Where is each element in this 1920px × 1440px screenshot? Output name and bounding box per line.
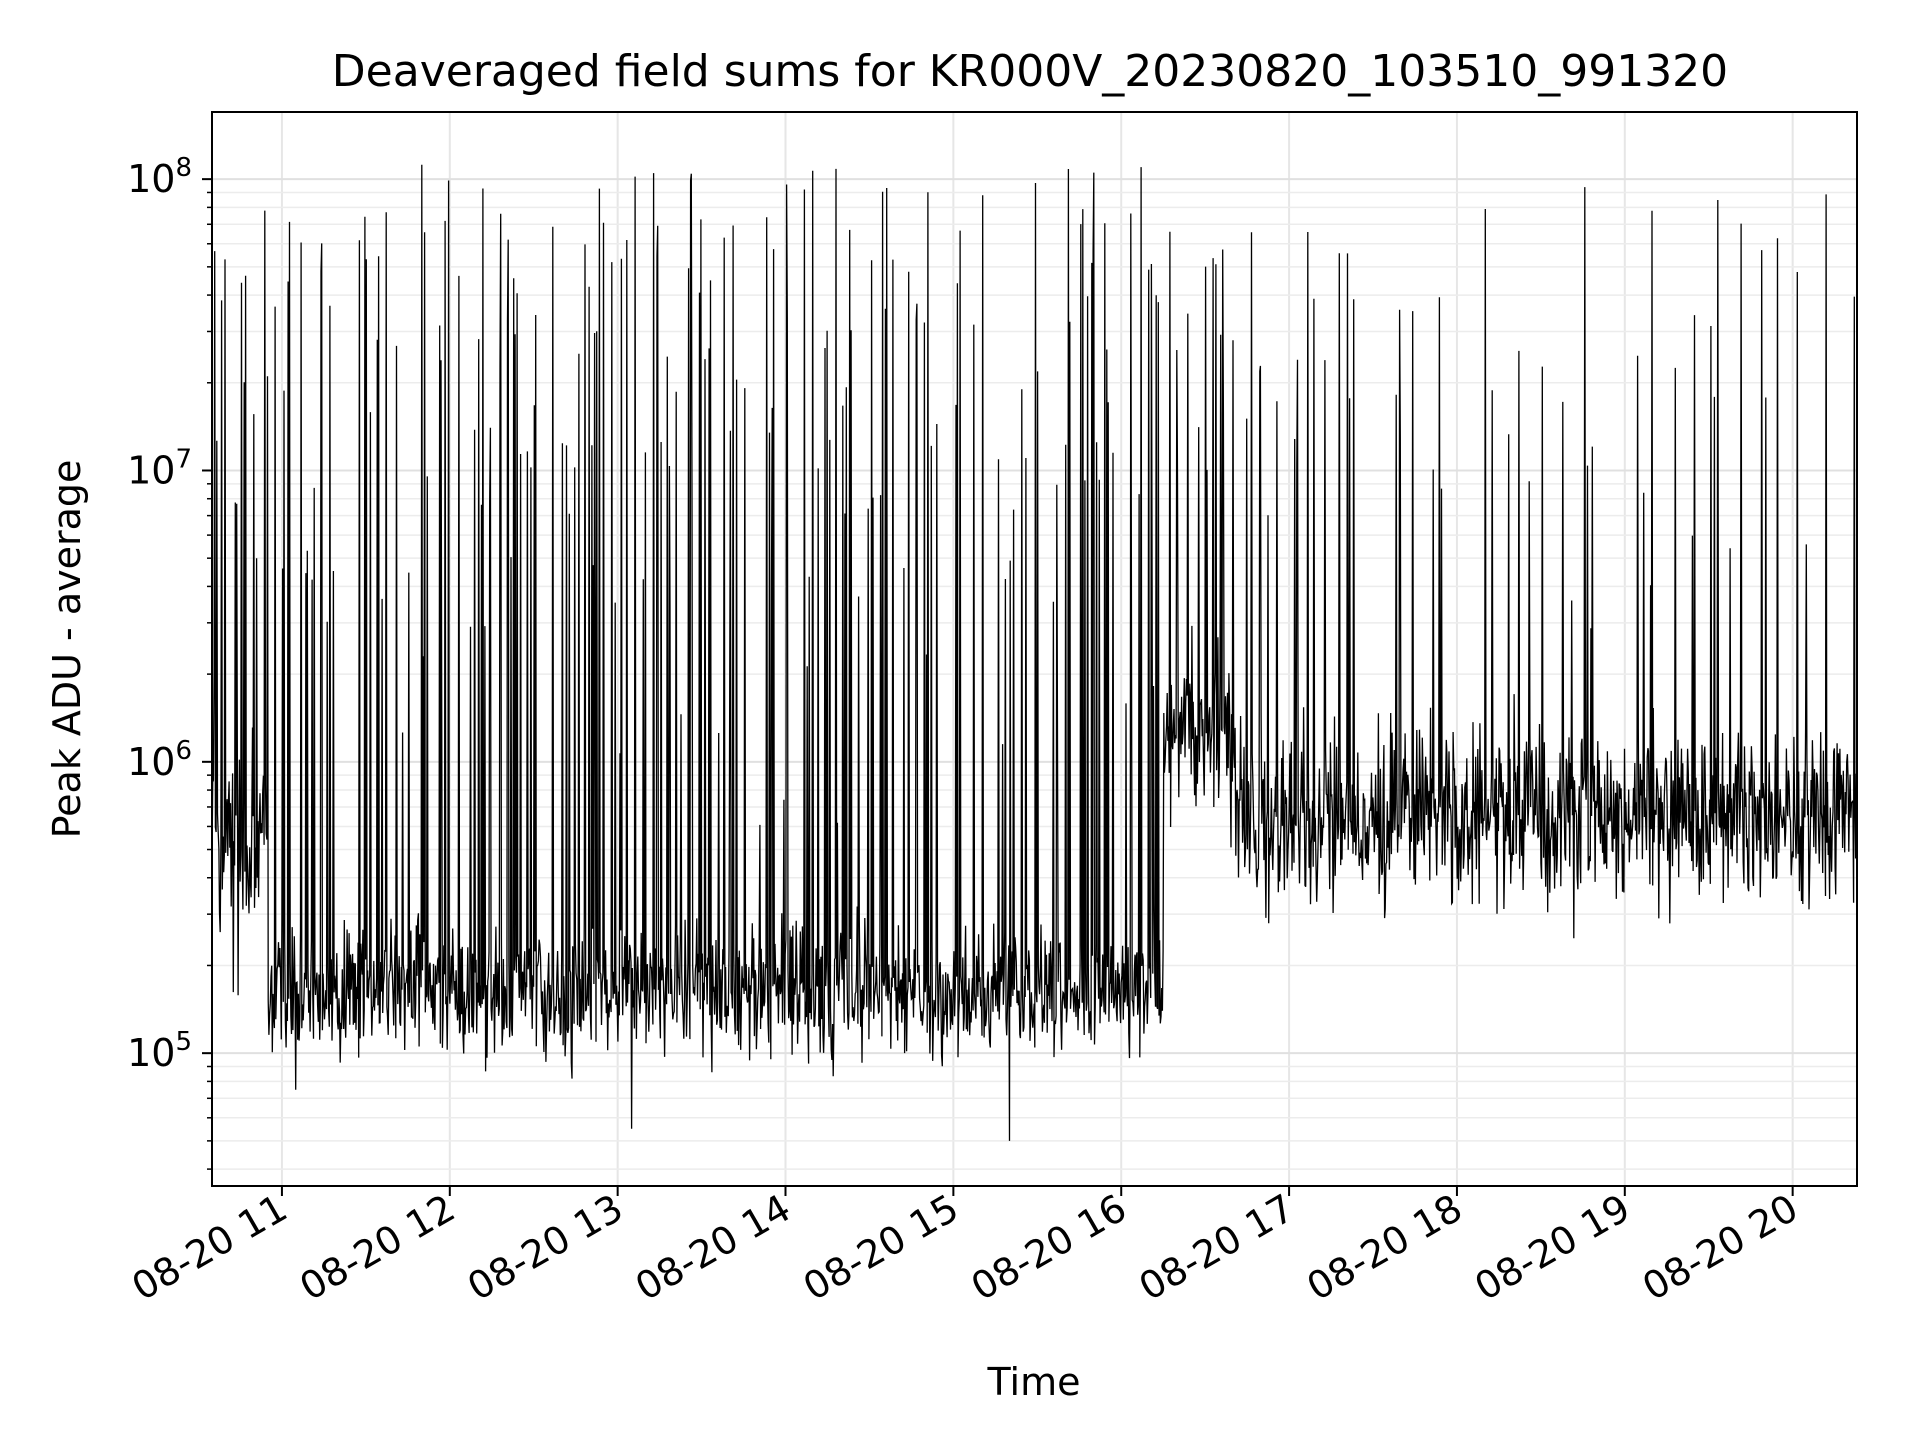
y-tick-label-3: 108 xyxy=(127,153,192,201)
x-tick-label-9: 08-20 20 xyxy=(1635,1186,1805,1310)
x-tick-label-3: 08-20 14 xyxy=(628,1186,798,1310)
plot-area-frame xyxy=(211,111,1858,1187)
x-axis-label: Time xyxy=(987,1360,1081,1404)
x-tick-label-0: 08-20 11 xyxy=(124,1186,294,1310)
x-tick-label-2: 08-20 13 xyxy=(460,1186,630,1310)
data-series-line xyxy=(211,164,1858,1141)
y-tick-label-1: 106 xyxy=(127,736,192,784)
x-tick-label-8: 08-20 19 xyxy=(1467,1186,1637,1310)
x-tick-label-4: 08-20 15 xyxy=(796,1186,966,1310)
y-tick-label-0: 105 xyxy=(127,1027,192,1075)
x-tick-label-6: 08-20 17 xyxy=(1132,1186,1302,1310)
chart-title: Deaveraged field sums for KR000V_2023082… xyxy=(332,46,1728,97)
x-tick-label-5: 08-20 16 xyxy=(964,1186,1134,1310)
y-axis: 105 106 107 108 xyxy=(127,153,212,1170)
x-tick-label-7: 08-20 18 xyxy=(1299,1186,1469,1310)
y-axis-label: Peak ADU - average xyxy=(45,460,89,839)
x-tick-label-1: 08-20 12 xyxy=(292,1186,462,1310)
y-tick-label-2: 107 xyxy=(127,444,192,492)
series-line xyxy=(211,164,1858,1141)
